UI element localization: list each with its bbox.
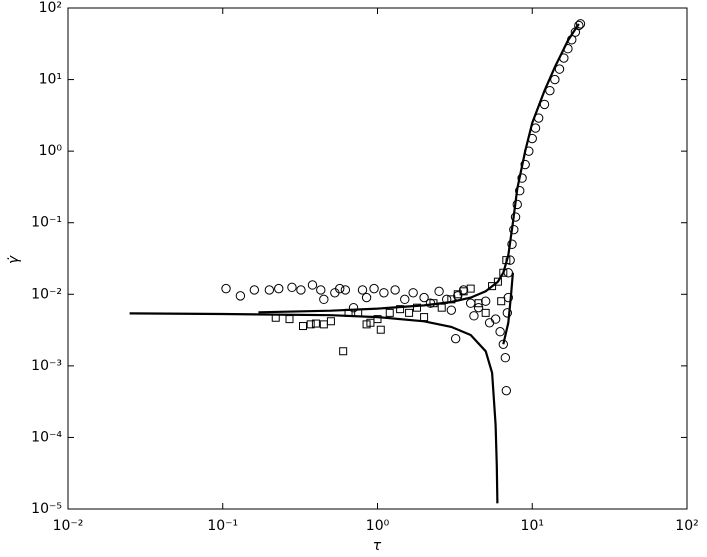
- y-tick-label: 10⁰: [39, 143, 63, 159]
- square-point: [311, 319, 320, 328]
- circle-point: [408, 288, 418, 298]
- circle-point: [520, 159, 530, 170]
- circle-point: [450, 333, 461, 344]
- circle-point: [509, 224, 519, 235]
- circle-point: [575, 19, 586, 29]
- square-point: [319, 320, 328, 329]
- circle-point: [319, 294, 329, 305]
- x-tick-label: 10¹: [521, 518, 544, 534]
- circle-point: [361, 292, 372, 303]
- plot-frame: [67, 7, 688, 510]
- circle-point: [512, 199, 522, 210]
- square-point: [474, 299, 483, 308]
- y-tick-label: 10¹: [39, 72, 62, 88]
- circle-point: [510, 212, 521, 222]
- circle-point: [400, 294, 410, 305]
- y-tick-label: 10⁻²: [31, 286, 62, 302]
- circle-point: [390, 285, 400, 295]
- square-point: [413, 303, 422, 312]
- circle-point: [379, 288, 389, 298]
- circle-point: [554, 64, 565, 74]
- circle-point: [503, 268, 513, 278]
- circle-point: [274, 283, 284, 294]
- circle-point: [357, 285, 368, 295]
- y-tick-label: 10²: [39, 0, 62, 16]
- circle-point: [348, 302, 359, 313]
- y-tick-label: 10⁻³: [31, 358, 62, 374]
- circle-point: [517, 173, 527, 183]
- circle-point: [340, 285, 351, 295]
- square-point: [488, 282, 497, 291]
- circle-point: [495, 327, 505, 337]
- circle-point: [480, 296, 491, 306]
- circle-point: [307, 280, 318, 290]
- square-point: [385, 308, 394, 317]
- circle-point: [458, 285, 469, 295]
- curve: [129, 312, 499, 504]
- square-point: [466, 284, 475, 293]
- square-point: [405, 308, 414, 317]
- circle-point: [465, 298, 476, 308]
- circle-point: [296, 285, 306, 295]
- circle-point: [221, 283, 231, 294]
- x-tick-label: 10⁻¹: [207, 518, 238, 534]
- y-axis-label: γ̇: [6, 255, 22, 264]
- circle-point: [490, 314, 501, 324]
- square-point: [420, 313, 429, 322]
- circle-point: [434, 286, 444, 297]
- square-point: [493, 277, 502, 286]
- circle-point: [500, 353, 511, 363]
- square-point: [497, 297, 506, 306]
- circle-point: [484, 318, 495, 328]
- square-point: [339, 347, 348, 356]
- circle-point: [446, 305, 457, 315]
- x-tick-label: 10⁻²: [53, 518, 84, 534]
- square-point: [373, 315, 382, 324]
- square-point: [306, 320, 315, 329]
- circle-point: [502, 308, 513, 318]
- circle-point: [287, 282, 297, 293]
- circle-point: [419, 292, 429, 303]
- y-tick-label: 10⁻⁵: [31, 501, 62, 517]
- x-tick-label: 10⁰: [366, 518, 390, 534]
- circle-point: [235, 291, 246, 301]
- circle-point: [550, 74, 560, 85]
- circle-point: [501, 385, 512, 396]
- square-point: [396, 305, 405, 314]
- square-point: [326, 317, 335, 326]
- circle-point: [316, 285, 326, 295]
- circle-point: [335, 283, 345, 294]
- circle-point: [249, 285, 260, 295]
- circle-point: [469, 311, 479, 321]
- square-point: [481, 308, 490, 317]
- circle-point: [574, 20, 584, 31]
- y-tick-label: 10⁻¹: [31, 215, 62, 231]
- x-axis-label: τ: [373, 538, 382, 554]
- square-point: [285, 315, 294, 324]
- square-point: [376, 325, 385, 334]
- x-tick-label: 10²: [675, 518, 698, 534]
- y-tick-label: 10⁻⁴: [31, 429, 62, 445]
- circle-point: [507, 239, 517, 249]
- curve: [258, 23, 580, 314]
- circle-point: [369, 283, 379, 294]
- square-point: [437, 303, 446, 312]
- square-point: [298, 322, 307, 331]
- square-point: [453, 290, 462, 299]
- circle-point: [473, 302, 484, 313]
- circle-point: [264, 285, 275, 295]
- circle-point: [515, 186, 525, 196]
- curve: [502, 272, 514, 345]
